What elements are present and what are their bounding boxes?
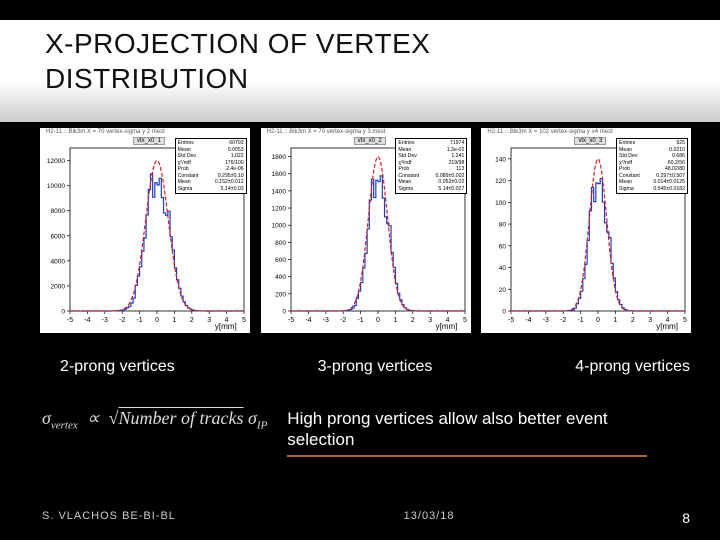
formula-lhs-sub: vertex (51, 420, 78, 432)
charts-row: -5-4-3-2-1012345020004000600080001000012… (40, 128, 690, 333)
svg-text:3: 3 (207, 317, 211, 324)
svg-text:-3: -3 (102, 317, 108, 324)
svg-text:0: 0 (503, 309, 507, 316)
svg-text:140: 140 (495, 156, 506, 163)
footer-author: S. VLACHOS BE-BI-BL (42, 510, 176, 526)
hist-name: vtx_x0_3 (574, 137, 606, 145)
svg-text:5: 5 (463, 317, 467, 324)
x-axis-label: y[mm] (215, 322, 237, 331)
chart-top-label: H2-11 :: Blk3m X = 70 vertex-sigma y 3 m… (267, 129, 386, 135)
formula-lhs: σ (42, 408, 51, 428)
svg-text:600: 600 (275, 257, 286, 264)
svg-text:-5: -5 (508, 317, 514, 324)
svg-text:1000: 1000 (271, 223, 286, 230)
svg-text:60: 60 (499, 243, 507, 250)
formula: σvertex ∝ √Number of tracks σIP (42, 408, 267, 432)
svg-text:80: 80 (499, 222, 507, 229)
svg-text:-3: -3 (543, 317, 549, 324)
svg-text:200: 200 (275, 291, 286, 298)
svg-text:1800: 1800 (271, 154, 286, 161)
formula-prop: ∝ (87, 408, 100, 428)
svg-text:-4: -4 (84, 317, 90, 324)
svg-text:-4: -4 (526, 317, 532, 324)
chart-top-label: H2-11 :: Blk3m X = 70 vertex-sigma y 2 m… (46, 129, 165, 135)
svg-text:1: 1 (614, 317, 618, 324)
svg-text:1: 1 (172, 317, 176, 324)
svg-text:3: 3 (649, 317, 653, 324)
hist-name: vtx_x0_2 (354, 137, 386, 145)
x-axis-label: y[mm] (436, 322, 458, 331)
svg-text:2: 2 (631, 317, 635, 324)
svg-text:1: 1 (393, 317, 397, 324)
svg-text:400: 400 (275, 274, 286, 281)
svg-text:8000: 8000 (51, 208, 66, 215)
note-text: High prong vertices allow also better ev… (287, 408, 647, 457)
svg-text:0: 0 (155, 317, 159, 324)
svg-text:6000: 6000 (51, 233, 66, 240)
caption-2prong: 2-prong vertices (60, 358, 175, 376)
formula-rhs: σ (248, 408, 257, 428)
sqrt-icon: √ (109, 408, 119, 428)
svg-text:0: 0 (596, 317, 600, 324)
svg-text:-3: -3 (322, 317, 328, 324)
svg-text:-1: -1 (578, 317, 584, 324)
formula-row: σvertex ∝ √Number of tracks σIP High pro… (42, 408, 700, 457)
svg-text:-5: -5 (288, 317, 294, 324)
stats-box: Entries71974Mean1.3e-02Std Dev1.241χ²/nd… (395, 138, 467, 194)
svg-text:3: 3 (428, 317, 432, 324)
svg-text:100: 100 (495, 200, 506, 207)
svg-text:0: 0 (282, 309, 286, 316)
slide-title: X-PROJECTION OF VERTEX DISTRIBUTION (0, 20, 720, 122)
svg-text:-2: -2 (560, 317, 566, 324)
svg-text:40: 40 (499, 265, 507, 272)
svg-text:800: 800 (275, 240, 286, 247)
svg-text:20: 20 (499, 287, 507, 294)
formula-sqrt-text: Number of tracks (119, 408, 244, 428)
chart-4prong: -5-4-3-2-1012345020406080100120140H2-11 … (481, 128, 690, 333)
title-line-2: DISTRIBUTION (45, 63, 249, 94)
svg-text:-1: -1 (357, 317, 363, 324)
footer: S. VLACHOS BE-BI-BL 13/03/18 8 (42, 510, 690, 526)
footer-date: 13/03/18 (404, 510, 455, 526)
caption-3prong: 3-prong vertices (318, 358, 433, 376)
footer-page: 8 (682, 510, 690, 526)
svg-text:1400: 1400 (271, 188, 286, 195)
svg-text:0: 0 (61, 309, 65, 316)
chart-top-label: H2-11 :: Blk3m X = 102 vertex-sigma y ≥4… (487, 129, 612, 135)
chart-captions: 2-prong vertices 3-prong vertices 4-pron… (60, 358, 690, 376)
x-axis-label: y[mm] (656, 322, 678, 331)
svg-text:2: 2 (190, 317, 194, 324)
svg-text:10000: 10000 (47, 183, 65, 190)
svg-text:-4: -4 (305, 317, 311, 324)
chart-3prong: -5-4-3-2-1012345020040060080010001200140… (261, 128, 470, 333)
chart-2prong: -5-4-3-2-1012345020004000600080001000012… (40, 128, 249, 333)
hist-name: vtx_x0_1 (133, 137, 165, 145)
svg-text:-5: -5 (67, 317, 73, 324)
svg-text:2000: 2000 (51, 283, 66, 290)
caption-4prong: 4-prong vertices (575, 358, 690, 376)
stats-box: Entries925Mean0.0210Std Dev0.686χ²/ndf60… (616, 138, 688, 194)
svg-text:5: 5 (683, 317, 687, 324)
svg-text:1200: 1200 (271, 206, 286, 213)
svg-text:2: 2 (411, 317, 415, 324)
svg-text:-2: -2 (340, 317, 346, 324)
svg-text:120: 120 (495, 178, 506, 185)
svg-text:1600: 1600 (271, 171, 286, 178)
svg-text:-1: -1 (136, 317, 142, 324)
svg-text:4000: 4000 (51, 258, 66, 265)
svg-text:-2: -2 (119, 317, 125, 324)
svg-text:0: 0 (376, 317, 380, 324)
formula-rhs-sub: IP (257, 420, 267, 432)
svg-text:5: 5 (242, 317, 246, 324)
title-line-1: X-PROJECTION OF VERTEX (45, 28, 430, 59)
stats-box: Entries60793Mean0.0053Std Dev1.022χ²/ndf… (175, 138, 247, 194)
svg-text:12000: 12000 (47, 158, 65, 165)
